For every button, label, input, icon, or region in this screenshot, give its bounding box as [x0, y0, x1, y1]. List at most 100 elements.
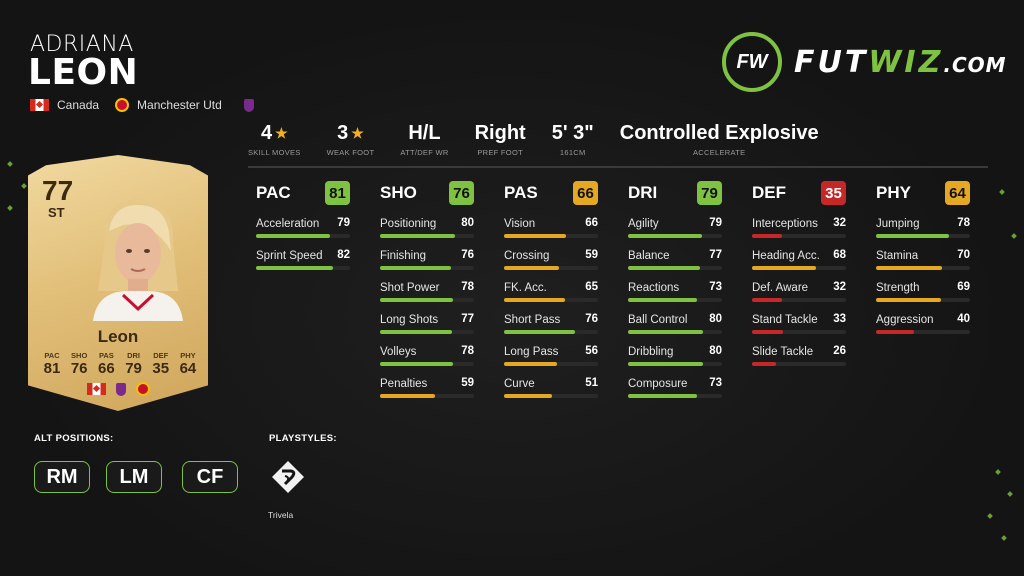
stat-value: 40: [957, 313, 970, 325]
stat-label: Def. Aware: [752, 282, 809, 294]
stat-bar-fill: [256, 234, 331, 238]
alt-position-rm[interactable]: RM: [34, 461, 90, 493]
info-value-text: 5' 3": [551, 122, 594, 144]
stat-row: Strength 69: [868, 276, 970, 308]
stat-bar-fill: [504, 266, 560, 270]
stat-value: 76: [585, 313, 598, 325]
stat-row: Short Pass 76: [496, 308, 598, 340]
stat-bar-track: [752, 266, 846, 270]
stat-row: Heading Acc. 68: [744, 244, 846, 276]
league-badge-icon: [115, 382, 126, 396]
stat-bar-fill: [504, 298, 566, 302]
card-stat-value: 66: [98, 360, 115, 377]
stat-group-name: DEF: [752, 183, 786, 202]
stat-value: 79: [337, 217, 350, 229]
stat-bar-track: [876, 234, 970, 238]
stat-row: Stamina 70: [868, 244, 970, 276]
card-stat: PAS 66: [94, 351, 118, 377]
card-stat-value: 76: [70, 360, 88, 377]
stat-bar-track: [256, 234, 350, 238]
logo-mark: FW: [722, 32, 782, 92]
stat-group-rating-badge: 76: [449, 181, 474, 205]
stat-bar-fill: [752, 234, 783, 238]
logo-text: FUTWIZ.COM: [794, 45, 1007, 80]
info-label: SKILL MOVES: [248, 148, 301, 157]
stat-label: Slide Tackle: [752, 346, 814, 358]
stat-bar-track: [752, 330, 846, 334]
stat-bar-fill: [752, 330, 784, 334]
stat-bar-track: [876, 266, 970, 270]
info-label: 161CM: [559, 148, 586, 157]
stat-bar-fill: [504, 330, 576, 334]
stat-group-rating-badge: 35: [821, 181, 846, 205]
stat-row: Slide Tackle 26: [744, 340, 846, 372]
logo-text-wiz: WIZ: [868, 44, 944, 80]
stat-value: 77: [709, 249, 722, 261]
info-value-text: 3: [337, 122, 349, 144]
info-value-text: Right: [474, 122, 526, 144]
trivela-icon[interactable]: [271, 460, 305, 494]
stat-value: 65: [585, 281, 598, 293]
stat-value: 32: [833, 217, 846, 229]
stat-label: Vision: [504, 218, 536, 230]
stat-bar-track: [504, 298, 598, 302]
stat-row: Vision 66: [496, 212, 598, 244]
nation-name[interactable]: Canada: [57, 98, 100, 112]
stat-row: Long Shots 77: [372, 308, 474, 340]
info-value: Right: [475, 122, 526, 145]
divider: [248, 166, 988, 168]
card-stat-label: DEF: [153, 351, 169, 360]
player-last-name: LEON: [28, 52, 139, 93]
stat-bar-fill: [380, 298, 454, 302]
stat-label: Long Shots: [380, 314, 439, 326]
card-stat-value: 79: [125, 360, 142, 377]
stat-value: 51: [585, 377, 598, 389]
stat-group-dri: DRI 79 Agility 79 Balance 77 Reactions 73 Ball C…: [620, 180, 722, 404]
stat-value: 78: [957, 217, 970, 229]
stat-bar-track: [380, 362, 474, 366]
stat-row: Dribbling 80: [620, 340, 722, 372]
stat-group-name: SHO: [380, 183, 417, 202]
card-icons: [28, 382, 208, 396]
stat-bar-fill: [628, 394, 697, 398]
futwiz-logo[interactable]: FW FUTWIZ.COM: [722, 32, 1007, 92]
stat-bar-fill: [876, 330, 914, 334]
playstyles-title: PLAYSTYLES:: [269, 433, 337, 444]
card-stat-value: 35: [152, 360, 170, 377]
stat-bar-track: [628, 298, 722, 302]
card-stat-value: 81: [43, 360, 61, 377]
card-stat: SHO 76: [67, 351, 91, 377]
stat-value: 33: [833, 313, 846, 325]
logo-text-fut: FUT: [794, 44, 869, 80]
stat-group-name: DRI: [628, 183, 658, 202]
stat-bar-track: [380, 330, 474, 334]
info-item: 3 ★ WEAK FOOT: [327, 122, 375, 157]
stat-group-rating-badge: 64: [945, 181, 970, 205]
stat-bar-fill: [752, 298, 783, 302]
stat-value: 69: [957, 281, 970, 293]
info-value: H/L: [408, 122, 440, 145]
stat-group-rating-badge: 81: [325, 181, 350, 205]
stat-group-pas: PAS 66 Vision 66 Crossing 59 FK. Acc. 65 Short P…: [496, 180, 598, 404]
stat-value: 68: [833, 249, 846, 261]
stat-row: Crossing 59: [496, 244, 598, 276]
alt-position-cf[interactable]: CF: [182, 461, 238, 493]
stat-label: Jumping: [876, 218, 920, 230]
stat-label: Volleys: [380, 346, 417, 358]
club-name[interactable]: Manchester Utd: [137, 98, 222, 112]
stat-group-header: PHY 64: [868, 180, 970, 206]
stat-bar-fill: [628, 234, 703, 238]
stat-row: Curve 51: [496, 372, 598, 404]
stat-value: 80: [709, 345, 722, 357]
alt-position-lm[interactable]: LM: [106, 461, 162, 493]
stat-group-header: PAC 81: [248, 180, 350, 206]
league-badge-icon[interactable]: [243, 98, 254, 112]
player-card: 77 ST Leon PAC 81 SHO 76 PAS 66 DRI 79 DEF 35 PHY 6…: [28, 155, 208, 411]
stat-row: Ball Control 80: [620, 308, 722, 340]
logo-text-com: .COM: [943, 52, 1007, 77]
stat-label: Positioning: [380, 218, 437, 230]
stat-row: Sprint Speed 82: [248, 244, 350, 276]
stat-bar-track: [752, 234, 846, 238]
stat-row: Agility 79: [620, 212, 722, 244]
stat-bar-fill: [628, 330, 704, 334]
